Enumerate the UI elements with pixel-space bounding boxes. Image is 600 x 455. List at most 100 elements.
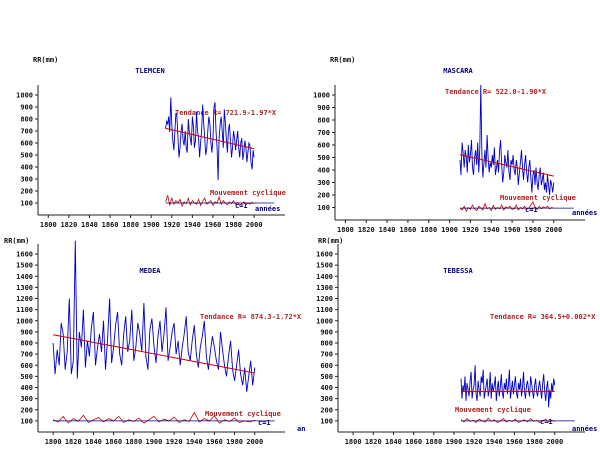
y-tick-label: 500 <box>317 154 330 162</box>
y-tick-label: 1600 <box>16 251 33 259</box>
y-tick-label: 900 <box>20 104 33 112</box>
y-tick-label: 1500 <box>316 262 333 270</box>
y-tick-label: 200 <box>320 406 333 414</box>
y-tick-label: 1000 <box>16 92 33 100</box>
y-tick-label: 800 <box>20 116 33 124</box>
y-tick-label: 200 <box>20 406 33 414</box>
x-tick-label: 1940 <box>186 438 203 446</box>
y-tick-label: 500 <box>20 152 33 160</box>
y-tick-label: 1000 <box>316 317 333 325</box>
x-tick-label: 1980 <box>226 438 243 446</box>
chart-title: MEDEA <box>139 267 161 275</box>
x-tick-label: 1800 <box>337 226 354 234</box>
x-tick-label: 1960 <box>206 438 223 446</box>
y-tick-label: 400 <box>20 384 33 392</box>
y-tick-label: 700 <box>20 128 33 136</box>
x-tick-label: 1840 <box>385 438 402 446</box>
y-tick-label: 800 <box>20 340 33 348</box>
x-tick-label: 1960 <box>205 221 222 229</box>
x-tick-label: 1820 <box>358 226 375 234</box>
y-tick-label: 1100 <box>316 306 333 314</box>
cyclic-label: Mouvement cyclique <box>210 189 286 197</box>
y-tick-label: 1000 <box>313 92 330 100</box>
y-tick-label: 600 <box>20 140 33 148</box>
cyclic-tag: c=1 <box>525 206 538 214</box>
y-tick-label: 100 <box>20 200 33 208</box>
chart-title: TLEMCEN <box>135 67 165 75</box>
x-tick-label: 1860 <box>399 226 416 234</box>
x-tick-label: 1900 <box>146 438 163 446</box>
x-tick-label: 2000 <box>246 221 263 229</box>
x-tick-label: 1980 <box>524 226 541 234</box>
x-tick-label: 1800 <box>345 438 362 446</box>
x-tick-label: 1880 <box>125 438 142 446</box>
trend-label: Tendance R= 522.0-1.90*X <box>445 88 547 96</box>
x-tick-label: 1900 <box>441 226 458 234</box>
y-tick-label: 800 <box>317 117 330 125</box>
y-tick-label: 1200 <box>16 295 33 303</box>
y-tick-label: 300 <box>20 176 33 184</box>
y-tick-label: 600 <box>20 362 33 370</box>
x-tick-label: 2000 <box>246 438 263 446</box>
y-tick-label: 1300 <box>16 284 33 292</box>
y-tick-label: 300 <box>320 395 333 403</box>
y-tick-label: 100 <box>320 417 333 425</box>
x-tick-label: 1840 <box>379 226 396 234</box>
x-tick-label: 1920 <box>163 221 180 229</box>
x-axis-label: années <box>255 205 280 213</box>
x-tick-label: 1820 <box>65 438 82 446</box>
cyclic-label: Mouvement cyclique <box>455 406 531 414</box>
y-tick-label: 1400 <box>316 273 333 281</box>
cyclic-tag: c=1 <box>258 419 271 427</box>
cyclic-label: Mouvement cyclique <box>205 410 281 418</box>
x-axis-label: années <box>572 209 597 217</box>
x-tick-label: 1860 <box>405 438 422 446</box>
x-tick-label: 1900 <box>446 438 463 446</box>
y-axis-label: RR(mm) <box>33 56 58 64</box>
y-axis-label: RR(mm) <box>4 237 29 245</box>
chart-title: TEBESSA <box>443 267 473 275</box>
cyclic-tag: c=1 <box>540 418 553 426</box>
trend-label: Tendance R= 874.3-1.72*X <box>200 313 302 321</box>
y-tick-label: 1400 <box>16 273 33 281</box>
x-tick-label: 1880 <box>425 438 442 446</box>
y-tick-label: 500 <box>20 373 33 381</box>
y-tick-label: 400 <box>317 167 330 175</box>
y-axis-label: RR(mm) <box>330 56 355 64</box>
y-tick-label: 700 <box>317 129 330 137</box>
x-tick-label: 1960 <box>506 438 523 446</box>
x-tick-label: 1840 <box>81 221 98 229</box>
trend-label: Tendance R= 364.5+0.002*X <box>490 313 596 321</box>
y-axis-label: RR(mm) <box>318 237 343 245</box>
y-tick-label: 100 <box>317 204 330 212</box>
y-tick-label: 900 <box>320 328 333 336</box>
x-tick-label: 1960 <box>504 226 521 234</box>
x-axis-label: an <box>297 425 305 433</box>
x-tick-label: 1800 <box>45 438 62 446</box>
x-tick-label: 1840 <box>85 438 102 446</box>
y-tick-label: 800 <box>320 340 333 348</box>
x-tick-label: 1860 <box>105 438 122 446</box>
y-tick-label: 900 <box>20 328 33 336</box>
x-tick-label: 1880 <box>420 226 437 234</box>
x-tick-label: 1820 <box>365 438 382 446</box>
chart-title: MASCARA <box>443 67 473 75</box>
y-tick-label: 600 <box>320 362 333 370</box>
x-tick-label: 1980 <box>225 221 242 229</box>
y-tick-label: 1000 <box>16 317 33 325</box>
y-tick-label: 300 <box>20 395 33 403</box>
x-tick-label: 1940 <box>184 221 201 229</box>
x-tick-label: 1920 <box>466 438 483 446</box>
x-tick-label: 1800 <box>40 221 57 229</box>
x-tick-label: 1920 <box>462 226 479 234</box>
y-tick-label: 900 <box>317 104 330 112</box>
y-tick-label: 1100 <box>16 306 33 314</box>
x-tick-label: 1880 <box>122 221 139 229</box>
trend-label: Tendance R= 721.9-1.97*X <box>175 109 277 117</box>
y-tick-label: 1600 <box>316 251 333 259</box>
y-tick-label: 600 <box>317 142 330 150</box>
y-tick-label: 400 <box>20 164 33 172</box>
y-tick-label: 200 <box>20 188 33 196</box>
